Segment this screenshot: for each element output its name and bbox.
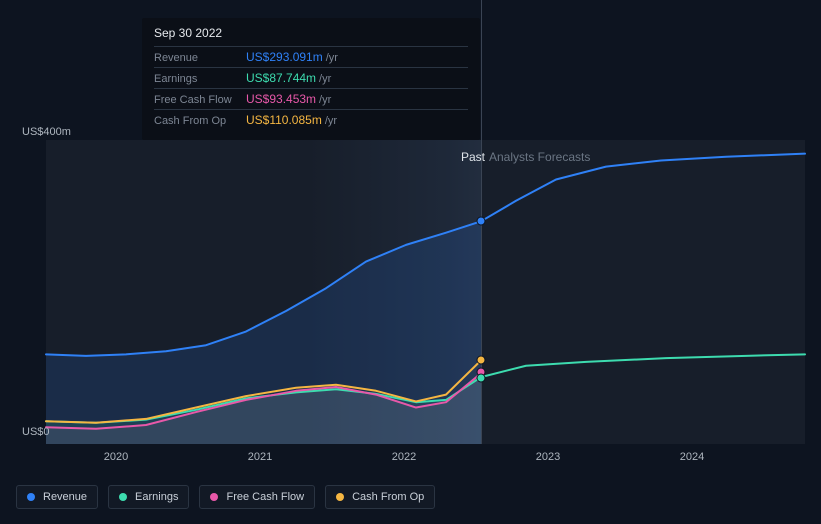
legend-item-revenue[interactable]: Revenue: [16, 485, 98, 509]
tooltip-row: Free Cash FlowUS$93.453m/yr: [154, 89, 468, 110]
y-axis-max: US$400m: [22, 126, 71, 138]
chart-svg: [46, 140, 805, 444]
x-tick: 2021: [248, 451, 272, 463]
x-tick: 2024: [680, 451, 704, 463]
x-tick: 2020: [104, 451, 128, 463]
tooltip-metric-value: US$293.091m: [246, 50, 323, 64]
chart-legend: Revenue Earnings Free Cash Flow Cash From O…: [16, 485, 435, 509]
tooltip-metric-unit: /yr: [319, 94, 331, 106]
tooltip-metric-value: US$87.744m: [246, 71, 316, 85]
x-tick: 2022: [392, 451, 416, 463]
legend-label: Free Cash Flow: [226, 491, 304, 503]
x-tick: 2023: [536, 451, 560, 463]
legend-label: Cash From Op: [352, 491, 424, 503]
legend-item-cfo[interactable]: Cash From Op: [325, 485, 435, 509]
tooltip-date: Sep 30 2022: [154, 26, 468, 47]
legend-label: Revenue: [43, 491, 87, 503]
tooltip-metric-unit: /yr: [326, 52, 338, 64]
tooltip-metric-unit: /yr: [325, 115, 337, 127]
financial-chart: US$400m US$0 Past Analysts Forecasts 202…: [16, 0, 805, 524]
tooltip-metric-unit: /yr: [319, 73, 331, 85]
hover-marker: [477, 356, 486, 365]
forecast-section-label: Analysts Forecasts: [489, 150, 590, 164]
hover-marker: [477, 374, 486, 383]
hover-marker: [477, 217, 486, 226]
legend-dot-icon: [210, 493, 218, 501]
tooltip-metric-value: US$110.085m: [246, 113, 322, 127]
legend-item-earnings[interactable]: Earnings: [108, 485, 189, 509]
legend-dot-icon: [119, 493, 127, 501]
legend-label: Earnings: [135, 491, 178, 503]
tooltip-metric-label: Cash From Op: [154, 115, 246, 127]
legend-dot-icon: [27, 493, 35, 501]
tooltip-metric-value: US$93.453m: [246, 92, 316, 106]
tooltip-row: EarningsUS$87.744m/yr: [154, 68, 468, 89]
legend-dot-icon: [336, 493, 344, 501]
y-axis-min: US$0: [22, 426, 50, 438]
tooltip-row: RevenueUS$293.091m/yr: [154, 47, 468, 68]
tooltip-metric-label: Revenue: [154, 52, 246, 64]
chart-tooltip: Sep 30 2022 RevenueUS$293.091m/yrEarning…: [142, 18, 480, 140]
past-section-label: Past: [461, 150, 485, 164]
tooltip-row: Cash From OpUS$110.085m/yr: [154, 110, 468, 130]
tooltip-metric-label: Free Cash Flow: [154, 94, 246, 106]
legend-item-fcf[interactable]: Free Cash Flow: [199, 485, 315, 509]
tooltip-metric-label: Earnings: [154, 73, 246, 85]
